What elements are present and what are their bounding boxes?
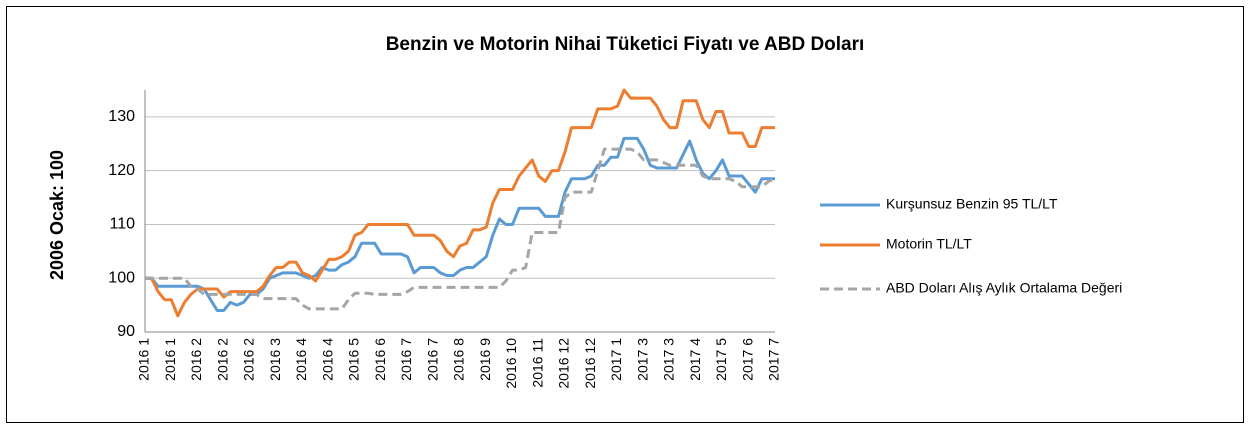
x-tick-label: 2016 2	[214, 338, 230, 381]
chart-title: Benzin ve Motorin Nihai Tüketici Fiyatı …	[386, 34, 865, 55]
y-tick-label: 100	[108, 269, 135, 286]
x-tick-label: 2016 12	[556, 338, 572, 389]
series-line	[145, 136, 775, 312]
x-tick-label: 2017 1	[608, 338, 624, 381]
x-tick-label: 2016 3	[267, 338, 283, 381]
x-tick-label: 2016 6	[372, 338, 388, 381]
x-tick-label: 2016 2	[188, 338, 204, 381]
y-axis-label: 2006 Ocak: 100	[47, 150, 67, 280]
x-tick-label: 2017 3	[661, 338, 677, 381]
y-tick-label: 110	[109, 216, 135, 233]
x-tick-label: 2016 7	[398, 338, 414, 381]
series-line	[145, 88, 775, 318]
legend-label: Kurşunsuz Benzin 95 TL/LT	[886, 196, 1058, 212]
x-tick-label: 2016 7	[424, 338, 440, 381]
y-tick-label: 90	[117, 323, 135, 340]
x-tick-label: 2016 11	[529, 338, 545, 388]
y-tick-label: 120	[108, 162, 135, 179]
x-tick-label: 2016 9	[477, 338, 493, 381]
legend-label: Motorin TL/LT	[886, 236, 972, 252]
x-tick-label: 2016 12	[582, 338, 598, 389]
x-tick-label: 2016 1	[136, 338, 152, 381]
x-tick-label: 2017 5	[713, 338, 729, 381]
x-tick-label: 2017 6	[739, 338, 755, 381]
x-tick-label: 2017 3	[634, 338, 650, 381]
x-tick-label: 2016 8	[451, 338, 467, 381]
x-tick-label: 2016 4	[293, 338, 309, 381]
x-tick-label: 2016 5	[346, 338, 362, 381]
x-tick-label: 2016 2	[241, 338, 257, 381]
x-tick-label: 2017 7	[766, 338, 782, 381]
x-tick-label: 2016 10	[503, 338, 519, 389]
x-tick-label: 2016 4	[319, 338, 335, 381]
chart-border	[6, 6, 1244, 423]
x-tick-label: 2017 4	[687, 338, 703, 381]
series-line	[145, 147, 776, 311]
y-tick-label: 130	[108, 108, 135, 125]
legend-label: ABD Doları Alış Aylık Ortalama Değeri	[886, 280, 1122, 296]
x-tick-label: 2016 1	[162, 338, 178, 381]
